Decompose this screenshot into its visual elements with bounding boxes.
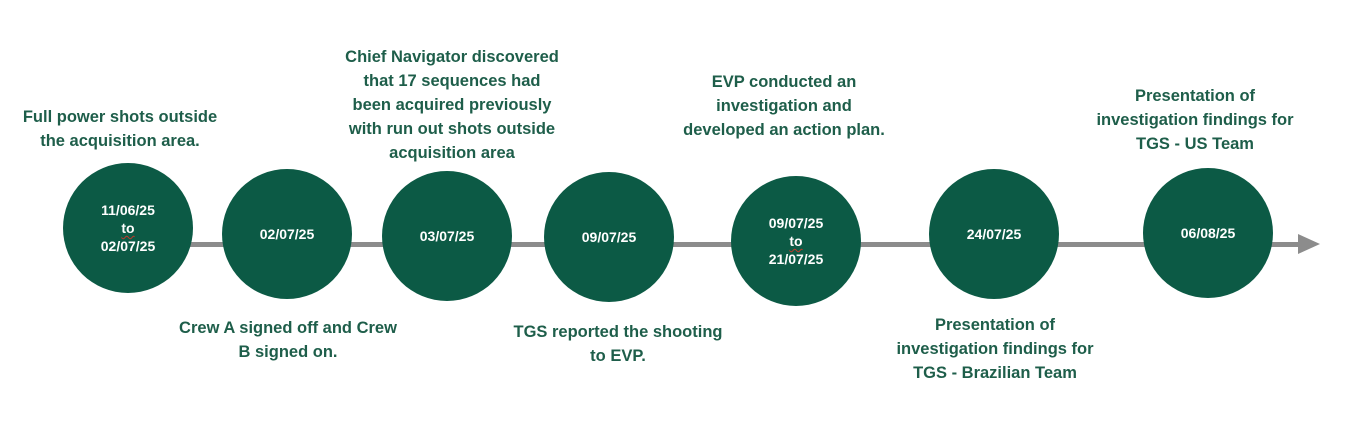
event-5-label-line: investigation and [716, 97, 852, 115]
timeline-axis [118, 242, 1303, 247]
event-3-label-line: with run out shots outside [348, 120, 556, 138]
event-2-label-line: B signed on. [238, 343, 338, 361]
event-5-date-end: 21/07/25 [768, 251, 824, 267]
event-node-4: 09/07/25 [544, 172, 674, 302]
event-5-label-line: EVP conducted an [711, 73, 857, 91]
timeline-arrow-icon [1298, 234, 1320, 254]
event-1-label-line: Full power shots outside [22, 108, 218, 126]
event-3-label-line: that 17 sequences had [363, 72, 541, 90]
event-1-date-start: 11/06/25 [101, 202, 155, 218]
event-4-label-line: to EVP. [590, 347, 646, 365]
event-node-6: 24/07/25 [929, 169, 1059, 299]
event-6-label-line: TGS - Brazilian Team [913, 364, 1077, 382]
event-3-label-line: acquisition area [389, 144, 515, 162]
event-node-1: 11/06/25 to 02/07/25 [63, 163, 193, 293]
event-2-label-line: Crew A signed off and Crew [179, 319, 397, 337]
event-3-label-line: been acquired previously [352, 96, 552, 114]
event-7-label-line: investigation findings for [1096, 111, 1294, 129]
event-node-2: 02/07/25 [222, 169, 352, 299]
event-6-date: 24/07/25 [966, 226, 1022, 242]
event-7-date: 06/08/25 [1180, 225, 1236, 241]
event-4-label: TGS reported the shooting to EVP. [514, 320, 723, 368]
event-5-date-to: to [789, 233, 803, 249]
event-3-label-line: Chief Navigator discovered [345, 48, 559, 66]
event-2-label: Crew A signed off and Crew B signed on. [179, 316, 397, 364]
event-1-date-end: 02/07/25 [100, 238, 156, 254]
event-3-label: Chief Navigator discovered that 17 seque… [345, 45, 559, 165]
event-4-date: 09/07/25 [581, 229, 637, 245]
event-5-label-line: developed an action plan. [683, 121, 885, 139]
event-node-7: 06/08/25 [1143, 168, 1273, 298]
event-1-label: Full power shots outside the acquisition… [23, 105, 217, 153]
event-5-date-start: 09/07/25 [768, 215, 824, 231]
event-1-label-line: the acquisition area. [40, 132, 200, 150]
event-7-label-line: TGS - US Team [1136, 135, 1254, 153]
event-7-label-line: Presentation of [1134, 87, 1256, 105]
event-node-3: 03/07/25 [382, 171, 512, 301]
event-3-date: 03/07/25 [419, 228, 475, 244]
event-2-date: 02/07/25 [259, 226, 315, 242]
event-7-label: Presentation of investigation findings f… [1096, 84, 1293, 156]
event-5-label: EVP conducted an investigation and devel… [683, 70, 885, 142]
event-1-date-to: to [121, 220, 135, 236]
event-node-5: 09/07/25 to 21/07/25 [731, 176, 861, 306]
event-6-label-line: investigation findings for [896, 340, 1094, 358]
event-6-label: Presentation of investigation findings f… [896, 313, 1093, 385]
event-6-label-line: Presentation of [934, 316, 1056, 334]
event-4-label-line: TGS reported the shooting [513, 323, 723, 341]
